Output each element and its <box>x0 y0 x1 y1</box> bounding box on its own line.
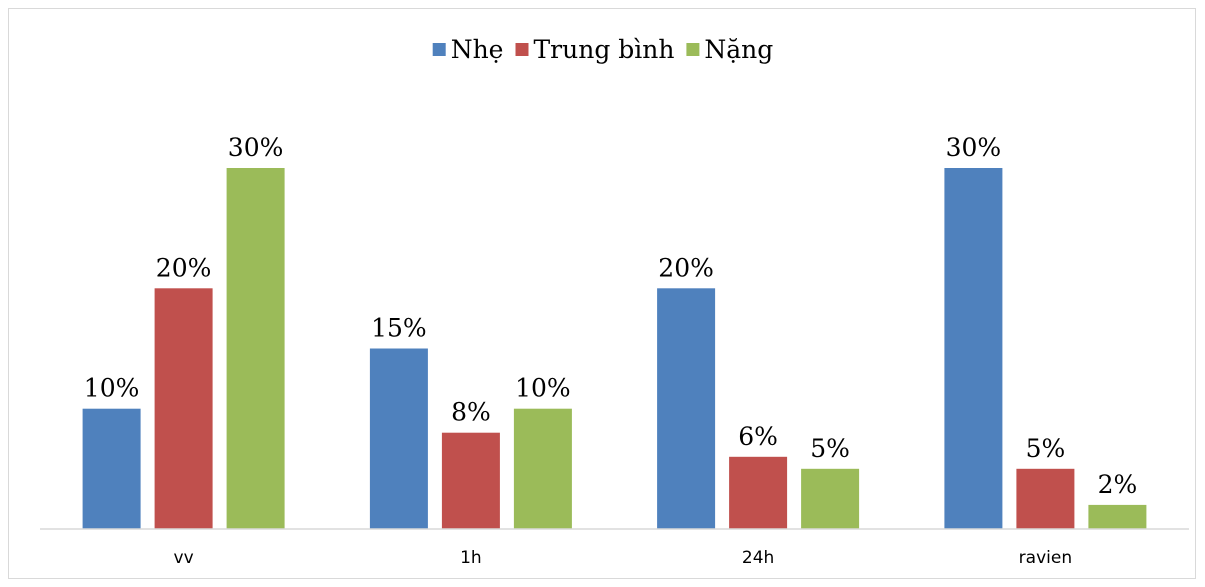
data-label-24h-nhe: 20% <box>658 253 714 282</box>
bar-vv-nang <box>226 168 285 529</box>
legend-swatch-trung-binh <box>515 43 529 56</box>
x-tick-label-1h: 1h <box>460 548 482 568</box>
bar-vv-trung-binh <box>154 288 213 529</box>
legend-label-trung-binh: Trung bình <box>534 35 675 64</box>
legend-item-nang: Nặng <box>686 35 773 64</box>
data-label-1h-nhe: 15% <box>371 314 427 343</box>
legend-item-trung-binh: Trung bình <box>515 35 675 64</box>
x-tick-label-vv: vv <box>174 548 194 568</box>
data-label-1h-nang: 10% <box>515 374 571 403</box>
bar-1h-trung-binh <box>441 432 500 529</box>
data-label-1h-trung-binh: 8% <box>451 398 491 427</box>
data-label-24h-nang: 5% <box>810 434 850 463</box>
data-label-24h-trung-binh: 6% <box>738 422 778 451</box>
legend-item-nhe: Nhẹ <box>432 35 504 64</box>
data-label-vv-nang: 30% <box>228 133 284 162</box>
bar-24h-nhe <box>657 288 716 529</box>
legend: Nhẹ Trung bình Nặng <box>432 35 773 64</box>
bars <box>82 168 1147 529</box>
legend-label-nang: Nặng <box>704 35 773 64</box>
data-label-vv-trung-binh: 20% <box>156 253 212 282</box>
data-label-ravien-nhe: 30% <box>946 133 1002 162</box>
x-tick-labels: vv 1h 24h ravien <box>174 548 1073 568</box>
data-label-ravien-nang: 2% <box>1098 470 1138 499</box>
data-labels: 10% 20% 30% 15% 8% 10% 20% 6% 5% 30% 5% 2% <box>84 133 1137 499</box>
chart-frame: Nhẹ Trung bình Nặng 10% 20% 30% 15% 8% 10% 20% 6%… <box>8 8 1196 579</box>
legend-swatch-nang <box>686 43 700 56</box>
bar-24h-nang <box>801 468 860 529</box>
bar-1h-nhe <box>369 348 428 529</box>
legend-label-nhe: Nhẹ <box>451 35 504 64</box>
bar-vv-nhe <box>82 408 141 529</box>
x-tick-label-ravien: ravien <box>1019 548 1072 568</box>
bar-ravien-nang <box>1088 504 1147 529</box>
bar-24h-trung-binh <box>729 456 788 529</box>
bar-ravien-trung-binh <box>1016 468 1075 529</box>
data-label-vv-nhe: 10% <box>84 374 140 403</box>
legend-swatch-nhe <box>432 43 446 56</box>
bar-1h-nang <box>513 408 572 529</box>
bar-chart: Nhẹ Trung bình Nặng 10% 20% 30% 15% 8% 10% 20% 6%… <box>40 35 1189 568</box>
bar-ravien-nhe <box>944 168 1003 529</box>
data-label-ravien-trung-binh: 5% <box>1026 434 1066 463</box>
x-tick-label-24h: 24h <box>742 548 774 568</box>
